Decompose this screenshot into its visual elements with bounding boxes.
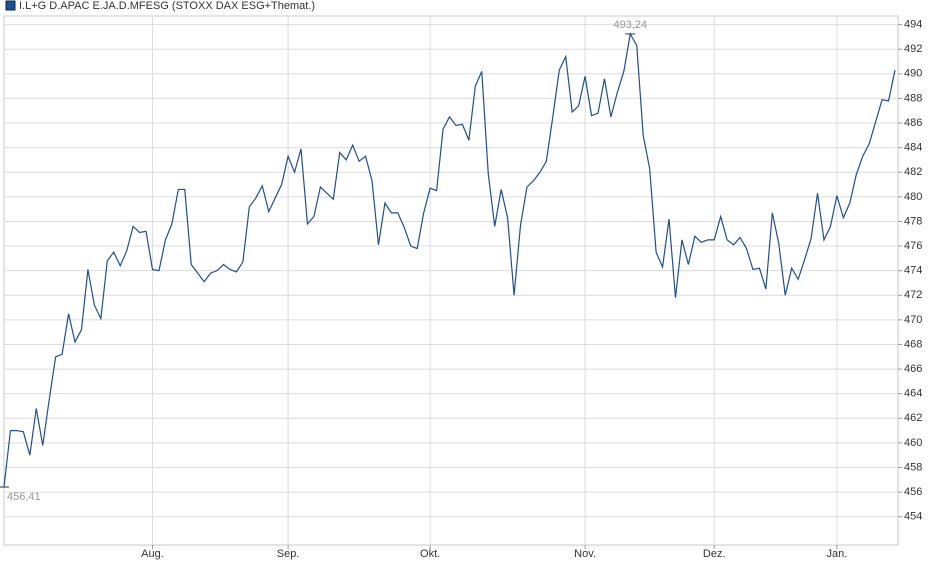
y-tick-label: 494 xyxy=(904,19,922,31)
y-tick-label: 466 xyxy=(904,363,922,375)
extreme-label: 493,24 xyxy=(613,19,647,31)
y-tick-label: 470 xyxy=(904,314,922,326)
x-tick-label: Okt. xyxy=(420,548,440,560)
x-tick-label: Sep. xyxy=(277,548,300,560)
y-tick-label: 480 xyxy=(904,191,922,203)
y-tick-label: 454 xyxy=(904,511,922,523)
y-tick-label: 482 xyxy=(904,166,922,178)
x-tick-label: Aug. xyxy=(141,548,164,560)
x-tick-label: Nov. xyxy=(574,548,596,560)
y-tick-label: 490 xyxy=(904,68,922,80)
y-tick-label: 488 xyxy=(904,92,922,104)
x-tick-label: Dez. xyxy=(703,548,726,560)
y-tick-label: 468 xyxy=(904,338,922,350)
legend-label: I.L+G D.APAC E.JA.D.MFESG (STOXX DAX ESG… xyxy=(19,0,315,12)
y-tick-label: 492 xyxy=(904,43,922,55)
plot-area xyxy=(3,15,899,546)
y-tick-label: 458 xyxy=(904,461,922,473)
legend-swatch xyxy=(5,0,16,11)
y-tick-label: 476 xyxy=(904,240,922,252)
x-tick-label: Jan. xyxy=(826,548,847,560)
y-tick-label: 484 xyxy=(904,142,922,154)
y-tick-label: 472 xyxy=(904,289,922,301)
y-tick-label: 464 xyxy=(904,388,922,400)
y-tick-label: 462 xyxy=(904,412,922,424)
y-tick-label: 474 xyxy=(904,265,922,277)
extreme-label: 456,41 xyxy=(7,491,41,503)
line-series xyxy=(3,32,896,488)
y-tick-label: 478 xyxy=(904,215,922,227)
y-tick-label: 456 xyxy=(904,486,922,498)
y-tick-label: 486 xyxy=(904,117,922,129)
y-tick-label: 460 xyxy=(904,437,922,449)
